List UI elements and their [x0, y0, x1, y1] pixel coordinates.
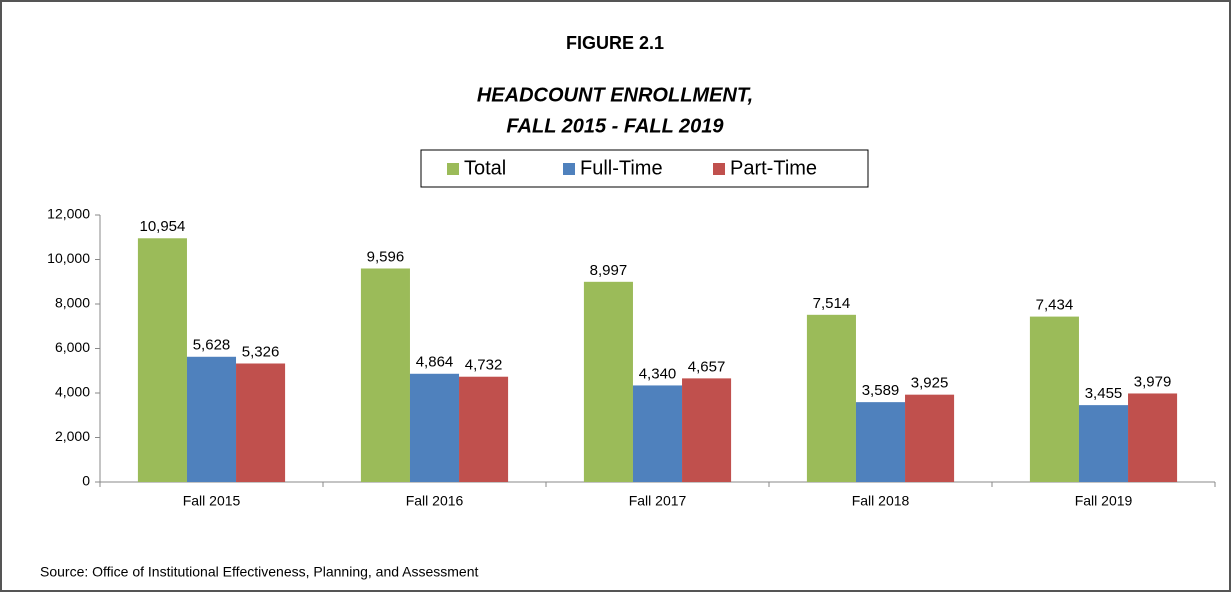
data-label: 3,589 — [862, 382, 900, 399]
x-tick-label: Fall 2019 — [1075, 493, 1133, 509]
legend-box — [420, 149, 869, 188]
bar — [236, 363, 286, 482]
data-label: 10,954 — [139, 218, 185, 235]
source-note: Source: Office of Institutional Effectiv… — [40, 564, 479, 580]
bar — [459, 376, 509, 482]
data-label: 3,455 — [1085, 385, 1123, 402]
x-tick-label: Fall 2017 — [629, 493, 687, 509]
x-tick-label: Fall 2016 — [406, 493, 464, 509]
bar — [632, 385, 683, 482]
legend-swatch — [563, 163, 575, 175]
x-tick-label: Fall 2018 — [852, 493, 910, 509]
data-label: 5,326 — [242, 343, 280, 360]
bar — [583, 281, 633, 482]
bar — [905, 394, 955, 482]
chart-subtitle: HEADCOUNT ENROLLMENT, — [477, 84, 753, 106]
data-label: 4,864 — [416, 354, 454, 371]
data-label: 9,596 — [367, 248, 405, 265]
bar — [1128, 393, 1178, 482]
chart-subtitle: FALL 2015 - FALL 2019 — [506, 115, 724, 137]
bar — [409, 373, 460, 482]
y-tick-label: 6,000 — [55, 339, 90, 355]
y-tick-label: 10,000 — [47, 250, 90, 266]
data-label: 3,925 — [911, 375, 949, 392]
data-label: 5,628 — [193, 337, 231, 354]
chart-title: FIGURE 2.1 — [566, 33, 664, 53]
y-tick-label: 4,000 — [55, 384, 90, 400]
data-label: 3,979 — [1134, 373, 1172, 390]
data-label: 7,434 — [1036, 297, 1074, 314]
bar — [682, 378, 732, 482]
y-tick-label: 2,000 — [55, 428, 90, 444]
bar — [137, 238, 187, 482]
data-label: 4,732 — [465, 357, 503, 374]
legend-label: Part-Time — [730, 157, 817, 179]
data-label: 4,340 — [639, 365, 677, 382]
y-tick-label: 0 — [82, 473, 90, 489]
y-tick-label: 12,000 — [47, 206, 90, 222]
y-tick-label: 8,000 — [55, 295, 90, 311]
bar — [806, 314, 856, 482]
bar — [186, 356, 237, 482]
data-label: 8,997 — [590, 262, 628, 279]
legend-label: Total — [464, 157, 506, 179]
bar — [1078, 405, 1129, 482]
legend-swatch — [447, 163, 459, 175]
legend-label: Full-Time — [580, 157, 663, 179]
data-label: 7,514 — [813, 295, 851, 312]
bar — [1029, 316, 1079, 482]
legend-swatch — [713, 163, 725, 175]
bar — [855, 402, 906, 482]
bar — [360, 268, 410, 482]
x-tick-label: Fall 2015 — [183, 493, 241, 509]
data-label: 4,657 — [688, 358, 726, 375]
